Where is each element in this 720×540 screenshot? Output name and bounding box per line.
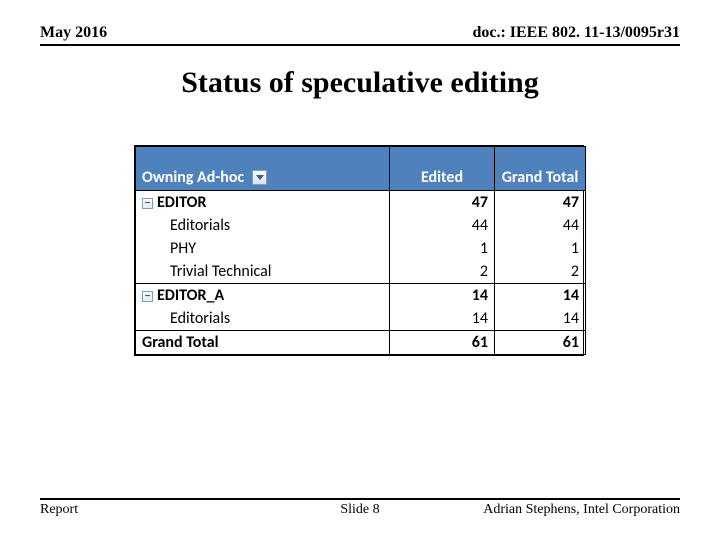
row-total: 1 xyxy=(495,237,586,260)
filter-icon[interactable] xyxy=(252,170,267,185)
col-owning: Owning Ad-hoc xyxy=(136,147,390,191)
col-grand-total: Grand Total xyxy=(495,147,586,191)
slide-footer: Report Slide 8 Adrian Stephens, Intel Co… xyxy=(40,498,680,518)
row-total: 47 xyxy=(495,191,586,215)
row-label: Grand Total xyxy=(136,331,390,355)
row-label: Trivial Technical xyxy=(136,260,390,284)
row-edited: 47 xyxy=(390,191,495,215)
row-edited: 1 xyxy=(390,237,495,260)
row-label: Editorials xyxy=(136,307,390,331)
slide-header: May 2016 doc.: IEEE 802. 11-13/0095r31 xyxy=(40,24,680,46)
row-edited: 44 xyxy=(390,214,495,237)
row-label-text: Editorials xyxy=(170,309,230,328)
row-label-text: Editorials xyxy=(170,216,230,235)
row-label-text: EDITOR_A xyxy=(157,286,224,305)
row-label-text: Grand Total xyxy=(142,333,219,352)
row-label: −EDITOR xyxy=(136,191,390,215)
footer-left: Report xyxy=(40,502,78,518)
row-total: 61 xyxy=(495,331,586,355)
row-total: 14 xyxy=(495,307,586,331)
row-label: Editorials xyxy=(136,214,390,237)
header-doc: doc.: IEEE 802. 11-13/0095r31 xyxy=(472,24,680,42)
row-total: 44 xyxy=(495,214,586,237)
pivot-table: Owning Ad-hoc Edited Grand Total −EDITOR… xyxy=(134,145,584,356)
header-date: May 2016 xyxy=(40,24,107,42)
row-edited: 61 xyxy=(390,331,495,355)
table-row: Trivial Technical 22 xyxy=(136,260,586,284)
table-row: −EDITOR4747 xyxy=(136,191,586,215)
col-owning-label: Owning Ad-hoc xyxy=(142,168,244,187)
table-row: −EDITOR_A1414 xyxy=(136,284,586,308)
row-label-text: Trivial Technical xyxy=(170,262,271,281)
row-label: −EDITOR_A xyxy=(136,284,390,308)
row-label-text: PHY xyxy=(170,239,196,258)
slide-title: Status of speculative editing xyxy=(0,66,720,100)
row-edited: 2 xyxy=(390,260,495,284)
row-edited: 14 xyxy=(390,284,495,308)
table-header-row: Owning Ad-hoc Edited Grand Total xyxy=(136,147,586,191)
col-edited: Edited xyxy=(390,147,495,191)
table-row: Grand Total 6161 xyxy=(136,331,586,355)
table-row: Editorials 4444 xyxy=(136,214,586,237)
row-edited: 14 xyxy=(390,307,495,331)
row-total: 14 xyxy=(495,284,586,308)
expand-icon[interactable]: − xyxy=(142,198,153,209)
expand-icon[interactable]: − xyxy=(142,291,153,302)
row-label-text: EDITOR xyxy=(157,193,206,212)
row-label: PHY xyxy=(136,237,390,260)
table-row: PHY 11 xyxy=(136,237,586,260)
row-total: 2 xyxy=(495,260,586,284)
footer-right: Adrian Stephens, Intel Corporation xyxy=(483,502,680,518)
table-row: Editorials 1414 xyxy=(136,307,586,331)
